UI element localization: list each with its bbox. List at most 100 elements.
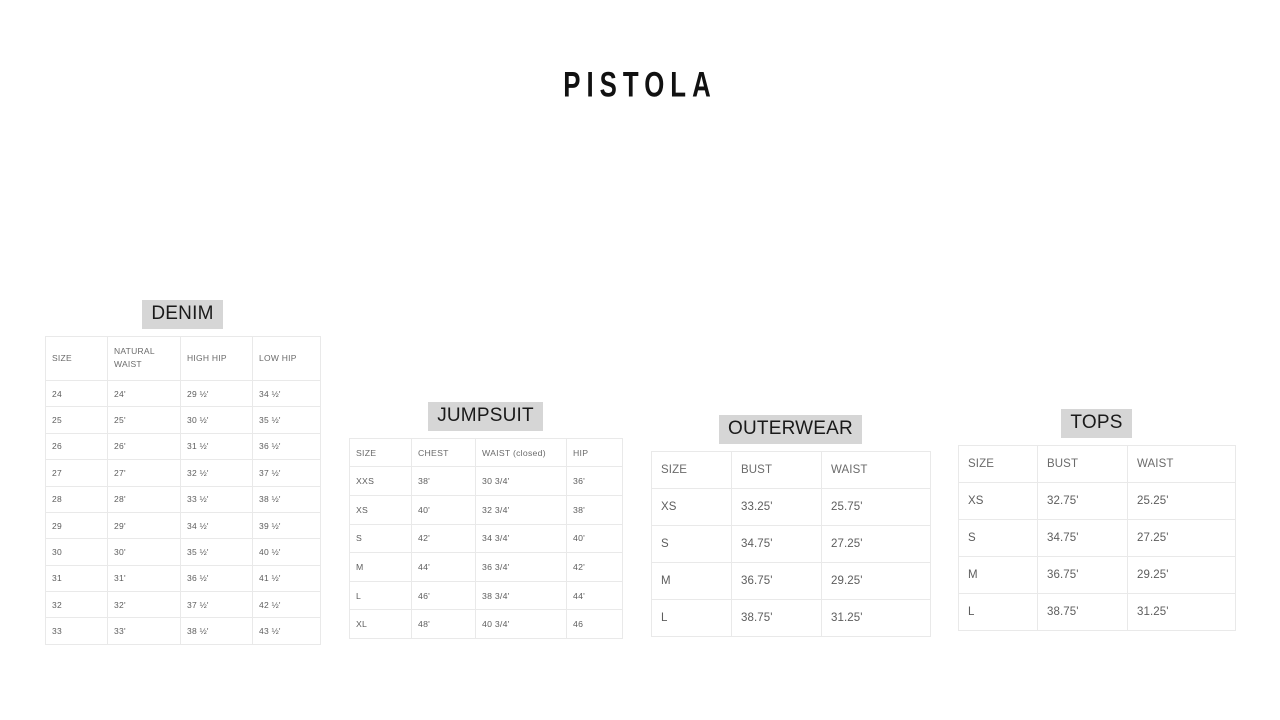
cell-measurement: 38 ½'	[180, 617, 253, 645]
cell-size: L	[349, 580, 412, 611]
table-header-row: SIZE CHEST WAIST (closed) HIP	[349, 437, 623, 468]
cell-measurement: 36 ½'	[180, 564, 253, 593]
cell-measurement: 42'	[411, 523, 476, 554]
table-row: 31 31' 36 ½' 41 ½'	[45, 564, 321, 593]
table-row: XXS 38' 30 3/4' 36'	[349, 466, 623, 497]
size-chart-tops: TOPS SIZE BUST WAIST XS 32.75' 25.25' S 34.75'…	[958, 409, 1236, 631]
table-row: 27 27' 32 ½' 37 ½'	[45, 459, 321, 487]
cell-measurement: 33 ½'	[180, 485, 253, 513]
cell-size: XS	[958, 481, 1038, 520]
column-header: WAIST	[1127, 444, 1236, 483]
cell-measurement: 44'	[566, 580, 623, 611]
table-head-jumpsuit: SIZE CHEST WAIST (closed) HIP	[349, 437, 623, 468]
column-header: SIZE	[958, 444, 1038, 483]
table-header-row: SIZE BUST WAIST	[651, 450, 931, 489]
chart-heading-row-jumpsuit: JUMPSUIT	[349, 402, 622, 431]
cell-measurement: 38 ½'	[252, 485, 321, 513]
cell-measurement: 40 ½'	[252, 538, 321, 566]
cell-size: 25	[45, 406, 108, 434]
cell-measurement: 29 ½'	[180, 379, 253, 408]
cell-size: XXS	[349, 466, 412, 497]
column-header: LOW HIP	[252, 335, 321, 381]
cell-measurement: 36 3/4'	[475, 552, 567, 582]
cell-measurement: 38.75'	[731, 598, 822, 637]
cell-measurement: 27.25'	[821, 524, 931, 563]
cell-measurement: 31 ½'	[180, 432, 253, 461]
cell-measurement: 40'	[566, 523, 623, 554]
cell-measurement: 25'	[107, 406, 181, 434]
cell-size: XL	[349, 609, 412, 639]
cell-size: 24	[45, 379, 108, 408]
cell-size: L	[958, 592, 1038, 631]
table-row: 26 26' 31 ½' 36 ½'	[45, 432, 321, 461]
table-row: S 34.75' 27.25'	[651, 524, 931, 563]
table-row: M 44' 36 3/4' 42'	[349, 552, 623, 582]
table-head-outerwear: SIZE BUST WAIST	[651, 450, 931, 489]
size-chart-denim: DENIM SIZE NATURAL WAIST HIGH HIP LOW HIP 2…	[45, 300, 321, 645]
table-row: 25 25' 30 ½' 35 ½'	[45, 406, 321, 434]
column-header: HIGH HIP	[180, 335, 253, 381]
cell-measurement: 46	[566, 609, 623, 639]
size-table-denim: SIZE NATURAL WAIST HIGH HIP LOW HIP 24 24' 29…	[45, 335, 321, 645]
cell-measurement: 33.25'	[731, 487, 822, 526]
cell-size: 28	[45, 485, 108, 513]
table-row: 28 28' 33 ½' 38 ½'	[45, 485, 321, 513]
cell-size: 33	[45, 617, 108, 645]
table-row: XS 40' 32 3/4' 38'	[349, 495, 623, 525]
cell-measurement: 43 ½'	[252, 617, 321, 645]
cell-measurement: 32.75'	[1037, 481, 1128, 520]
cell-measurement: 25.75'	[821, 487, 931, 526]
cell-size: S	[349, 523, 412, 554]
cell-measurement: 30'	[107, 538, 181, 566]
column-header: BUST	[1037, 444, 1128, 483]
cell-measurement: 36.75'	[731, 561, 822, 600]
cell-size: S	[958, 518, 1038, 557]
cell-measurement: 30 ½'	[180, 406, 253, 434]
size-table-outerwear: SIZE BUST WAIST XS 33.25' 25.75' S 34.75' 27.25…	[651, 450, 931, 637]
cell-measurement: 24'	[107, 379, 181, 408]
cell-measurement: 40 3/4'	[475, 609, 567, 639]
cell-size: M	[651, 561, 732, 600]
cell-measurement: 37 ½'	[180, 591, 253, 619]
table-row: S 34.75' 27.25'	[958, 518, 1236, 557]
size-table-tops: SIZE BUST WAIST XS 32.75' 25.25' S 34.75' 27.25…	[958, 444, 1236, 631]
cell-measurement: 29.25'	[1127, 555, 1236, 594]
table-row: XS 33.25' 25.75'	[651, 487, 931, 526]
brand-wordmark: PISTOLA	[563, 66, 717, 105]
cell-size: 27	[45, 459, 108, 487]
cell-size: 26	[45, 432, 108, 461]
cell-measurement: 32 ½'	[180, 459, 253, 487]
cell-size: M	[349, 552, 412, 582]
cell-measurement: 32 3/4'	[475, 495, 567, 525]
chart-title-denim: DENIM	[142, 300, 223, 329]
table-row: S 42' 34 3/4' 40'	[349, 523, 623, 554]
table-row: L 38.75' 31.25'	[958, 592, 1236, 631]
cell-measurement: 48'	[411, 609, 476, 639]
table-body-tops: XS 32.75' 25.25' S 34.75' 27.25' M 36.75' 29.25'…	[958, 481, 1236, 631]
cell-measurement: 34.75'	[731, 524, 822, 563]
cell-size: 29	[45, 511, 108, 540]
cell-measurement: 38.75'	[1037, 592, 1128, 631]
size-chart-jumpsuit: JUMPSUIT SIZE CHEST WAIST (closed) HIP XXS 3…	[349, 402, 623, 639]
table-header-row: SIZE NATURAL WAIST HIGH HIP LOW HIP	[45, 335, 321, 381]
chart-heading-row-outerwear: OUTERWEAR	[651, 415, 930, 444]
cell-measurement: 38'	[411, 466, 476, 497]
cell-measurement: 35 ½'	[252, 406, 321, 434]
cell-measurement: 34 ½'	[252, 379, 321, 408]
cell-size: M	[958, 555, 1038, 594]
cell-measurement: 32'	[107, 591, 181, 619]
cell-size: 31	[45, 564, 108, 593]
size-chart-outerwear: OUTERWEAR SIZE BUST WAIST XS 33.25' 25.75' S 3…	[651, 415, 931, 637]
cell-measurement: 34.75'	[1037, 518, 1128, 557]
table-row: L 46' 38 3/4' 44'	[349, 580, 623, 611]
cell-measurement: 41 ½'	[252, 564, 321, 593]
cell-measurement: 38 3/4'	[475, 580, 567, 611]
table-row: XS 32.75' 25.25'	[958, 481, 1236, 520]
table-body-denim: 24 24' 29 ½' 34 ½' 25 25' 30 ½' 35 ½' 26 26' 31 ½'…	[45, 379, 321, 645]
table-row: 30 30' 35 ½' 40 ½'	[45, 538, 321, 566]
cell-measurement: 37 ½'	[252, 459, 321, 487]
cell-measurement: 29.25'	[821, 561, 931, 600]
cell-measurement: 27'	[107, 459, 181, 487]
table-row: 33 33' 38 ½' 43 ½'	[45, 617, 321, 645]
column-header: BUST	[731, 450, 822, 489]
